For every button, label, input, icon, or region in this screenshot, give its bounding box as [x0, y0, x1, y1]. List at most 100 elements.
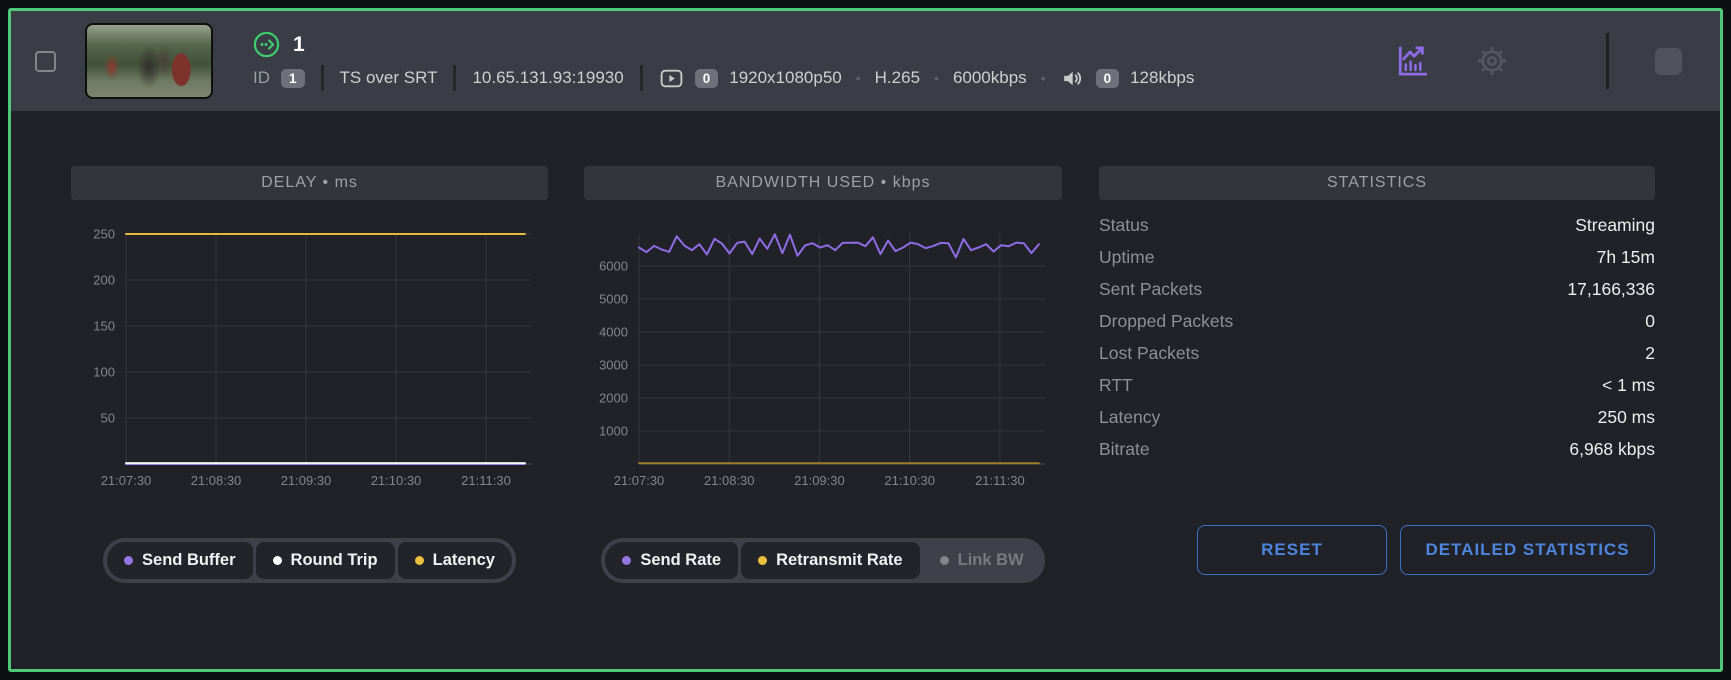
svg-text:250: 250: [93, 227, 115, 242]
bandwidth-panel: BANDWIDTH USED • kbps 1000 2000 3000 4000 50…: [584, 166, 1062, 669]
delay-panel: DELAY • ms 50 100 150 200 250 21:07:30 21:08:3…: [71, 166, 548, 669]
svg-text:150: 150: [93, 319, 115, 334]
divider: [639, 65, 643, 91]
stat-value: 2: [1645, 342, 1655, 363]
svg-text:4000: 4000: [599, 325, 628, 340]
dot-separator: •: [1040, 70, 1046, 86]
svg-text:1000: 1000: [599, 424, 628, 439]
chart-button[interactable]: [1394, 43, 1430, 79]
svg-text:2000: 2000: [599, 391, 628, 406]
settings-button[interactable]: [1474, 43, 1510, 79]
stat-label: Lost Packets: [1099, 342, 1200, 363]
svg-text:3000: 3000: [599, 358, 628, 373]
stat-value: 6,968 kbps: [1569, 438, 1655, 459]
stat-value: 7h 15m: [1596, 246, 1655, 267]
video-bitrate-label: 6000kbps: [952, 68, 1027, 87]
audio-bitrate-label: 128kbps: [1130, 68, 1195, 87]
legend-item-send-buffer[interactable]: Send Buffer: [107, 542, 253, 579]
stop-button[interactable]: [1655, 47, 1682, 75]
stat-value: 17,166,336: [1567, 278, 1655, 299]
stat-label: Dropped Packets: [1099, 310, 1234, 331]
stat-row: Uptime 7h 15m: [1099, 241, 1655, 273]
select-checkbox[interactable]: [35, 50, 56, 72]
svg-text:21:08:30: 21:08:30: [704, 473, 755, 488]
svg-text:50: 50: [101, 411, 115, 426]
svg-text:21:07:30: 21:07:30: [101, 473, 152, 488]
stat-label: Bitrate: [1099, 438, 1150, 459]
legend-item-round-trip[interactable]: Round Trip: [255, 542, 395, 579]
dot-separator: •: [855, 70, 861, 86]
svg-text:100: 100: [93, 365, 115, 380]
codec-label: H.265: [874, 68, 921, 87]
stat-label: Status: [1099, 214, 1149, 235]
legend-item-latency[interactable]: Latency: [397, 542, 512, 579]
legend-label: Round Trip: [290, 551, 378, 569]
svg-text:200: 200: [93, 273, 115, 288]
audio-track-badge: 0: [1095, 68, 1120, 88]
svg-text:21:10:30: 21:10:30: [371, 473, 422, 488]
divider: [453, 65, 457, 91]
stream-detail-area: DELAY • ms 50 100 150 200 250 21:07:30 21:08:3…: [11, 111, 1720, 669]
stat-value: < 1 ms: [1601, 374, 1655, 395]
bandwidth-panel-title: BANDWIDTH USED • kbps: [584, 166, 1062, 200]
stat-value: Streaming: [1575, 214, 1655, 235]
header-actions: [1394, 33, 1720, 89]
legend-item-link-bw[interactable]: Link BW: [923, 542, 1041, 579]
delay-panel-title: DELAY • ms: [71, 166, 548, 200]
svg-text:21:11:30: 21:11:30: [461, 473, 511, 488]
legend-label: Link BW: [957, 551, 1024, 569]
stats-buttons: RESET DETAILED STATISTICS: [1099, 525, 1655, 575]
legend-dot: [622, 556, 632, 565]
bandwidth-legend: Send Rate Retransmit Rate Link BW: [601, 538, 1045, 583]
detailed-statistics-button[interactable]: DETAILED STATISTICS: [1400, 525, 1655, 575]
statistics-panel: STATISTICS Status Streaming Uptime 7h 15m Se…: [1099, 166, 1655, 669]
reset-button[interactable]: RESET: [1197, 525, 1387, 575]
svg-text:21:08:30: 21:08:30: [191, 473, 242, 488]
svg-text:21:09:30: 21:09:30: [794, 473, 845, 488]
svg-text:21:11:30: 21:11:30: [975, 473, 1025, 488]
speaker-icon: [1063, 71, 1081, 85]
gear-icon: [1477, 46, 1507, 76]
legend-item-send-rate[interactable]: Send Rate: [605, 542, 739, 579]
svg-text:6000: 6000: [599, 259, 628, 274]
legend-dot: [272, 556, 282, 565]
stat-value: 250 ms: [1597, 406, 1655, 427]
stream-header-bar: 1 ID 1 TS over SRT 10.65.131.93:19930 0 …: [11, 11, 1720, 111]
legend-label: Retransmit Rate: [776, 551, 903, 569]
header-divider: [1606, 33, 1609, 89]
resolution-label: 1920x1080p50: [729, 68, 842, 87]
bandwidth-chart: 1000 2000 3000 4000 5000 6000 21:07:30 21:08:30…: [599, 233, 1045, 488]
legend-label: Send Buffer: [142, 551, 236, 569]
legend-label: Send Rate: [640, 551, 722, 569]
svg-text:5000: 5000: [599, 292, 628, 307]
protocol-label: TS over SRT: [339, 68, 438, 87]
stream-info: 1 ID 1 TS over SRT 10.65.131.93:19930 0 …: [253, 31, 1194, 91]
stat-label: Sent Packets: [1099, 278, 1203, 299]
svg-text:21:07:30: 21:07:30: [614, 473, 665, 488]
video-thumbnail: [85, 23, 213, 99]
id-badge: 1: [281, 68, 305, 88]
stat-row: Status Streaming: [1099, 209, 1655, 241]
dot-separator: •: [934, 70, 939, 86]
statistics-panel-title: STATISTICS: [1099, 166, 1655, 200]
address-label: 10.65.131.93:19930: [472, 68, 624, 87]
stat-label: Latency: [1099, 406, 1161, 427]
delay-legend: Send Buffer Round Trip Latency: [103, 538, 516, 583]
divider: [320, 65, 324, 91]
video-track-badge: 0: [694, 68, 719, 88]
legend-dot: [939, 556, 949, 565]
video-play-icon: [660, 69, 683, 87]
legend-item-retransmit-rate[interactable]: Retransmit Rate: [741, 542, 920, 579]
delay-chart: 50 100 150 200 250 21:07:30 21:08:30 21:09:30 21…: [93, 227, 531, 488]
streaming-status-icon: [253, 31, 280, 58]
stat-row: RTT < 1 ms: [1099, 369, 1655, 401]
stat-row: Bitrate 6,968 kbps: [1099, 433, 1655, 465]
legend-dot: [414, 556, 424, 565]
id-label: ID: [253, 68, 270, 87]
stat-label: Uptime: [1099, 246, 1155, 267]
stream-card: 1 ID 1 TS over SRT 10.65.131.93:19930 0 …: [8, 8, 1723, 672]
legend-label: Latency: [432, 551, 495, 569]
stat-label: RTT: [1099, 374, 1133, 395]
legend-dot: [124, 556, 134, 565]
svg-text:21:10:30: 21:10:30: [884, 473, 935, 488]
